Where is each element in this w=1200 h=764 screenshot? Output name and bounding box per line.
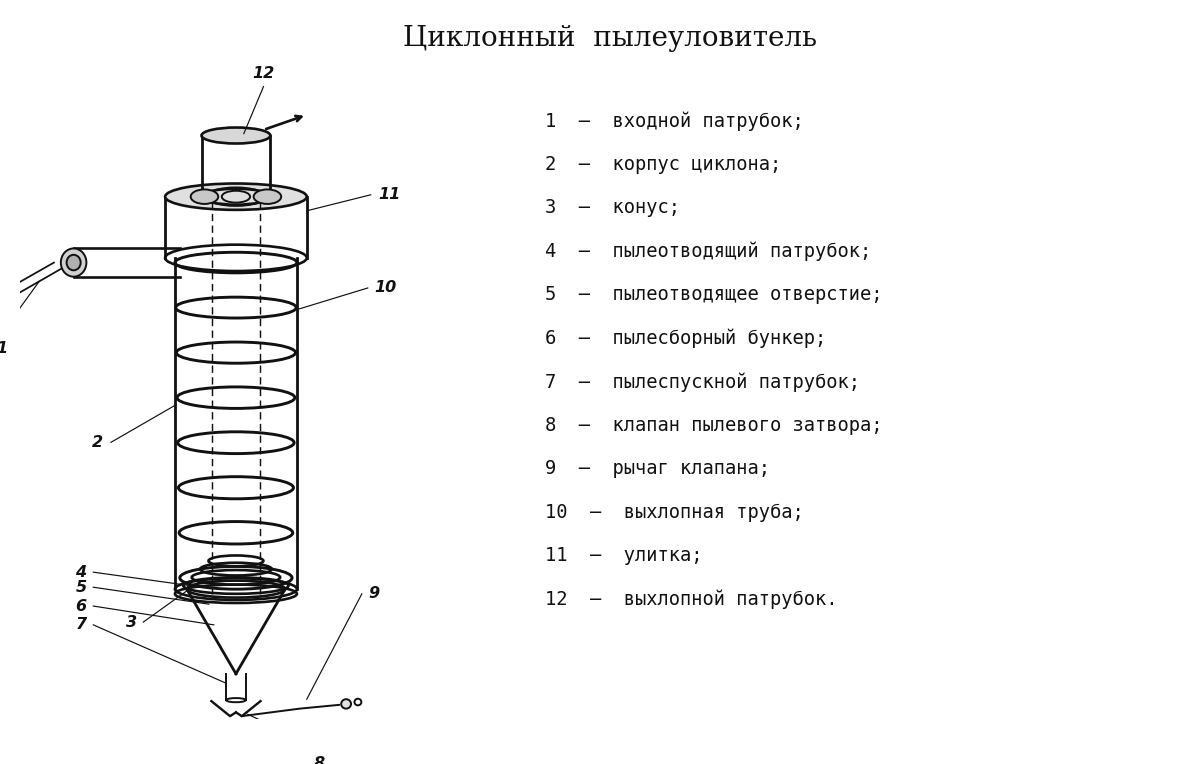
Ellipse shape [61, 248, 86, 277]
Text: 8: 8 [314, 756, 325, 764]
Text: 11: 11 [378, 187, 401, 202]
Text: 9  –  рычаг клапана;: 9 – рычаг клапана; [545, 459, 770, 478]
Text: 1  –  входной патрубок;: 1 – входной патрубок; [545, 112, 804, 131]
Text: 5  –  пылеотводящее отверстие;: 5 – пылеотводящее отверстие; [545, 286, 882, 304]
Text: 4: 4 [76, 565, 86, 580]
Text: 11  –  улитка;: 11 – улитка; [545, 546, 702, 565]
Ellipse shape [191, 189, 218, 204]
Ellipse shape [166, 183, 307, 210]
Text: 1: 1 [0, 341, 7, 356]
Text: 10  –  выхлопная труба;: 10 – выхлопная труба; [545, 503, 804, 522]
Text: 7  –  пылеспускной патрубок;: 7 – пылеспускной патрубок; [545, 372, 860, 392]
Text: 2  –  корпус циклона;: 2 – корпус циклона; [545, 155, 781, 174]
Text: 7: 7 [76, 617, 86, 633]
Text: 3  –  конус;: 3 – конус; [545, 199, 680, 218]
Text: 9: 9 [368, 586, 380, 601]
Text: 8  –  клапан пылевого затвора;: 8 – клапан пылевого затвора; [545, 416, 882, 435]
Ellipse shape [66, 254, 80, 270]
Circle shape [354, 699, 361, 705]
Text: 3: 3 [126, 614, 138, 630]
Text: 12  –  выхлопной патрубок.: 12 – выхлопной патрубок. [545, 590, 838, 610]
Text: 5: 5 [76, 580, 86, 594]
Ellipse shape [253, 189, 281, 204]
Text: 12: 12 [252, 66, 275, 81]
Text: 10: 10 [374, 280, 397, 296]
Ellipse shape [202, 128, 270, 144]
Text: 4  –  пылеотводящий патрубок;: 4 – пылеотводящий патрубок; [545, 242, 871, 261]
Text: Циклонный  пылеуловитель: Циклонный пылеуловитель [403, 25, 817, 52]
Text: 2: 2 [92, 435, 103, 450]
Text: 6: 6 [76, 598, 86, 613]
Circle shape [341, 699, 352, 709]
Text: 6  –  пылесборный бункер;: 6 – пылесборный бункер; [545, 329, 826, 348]
